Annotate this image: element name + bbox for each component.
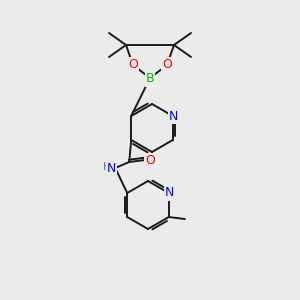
Text: O: O xyxy=(145,154,155,166)
Text: O: O xyxy=(128,58,138,70)
Text: N: N xyxy=(165,187,175,200)
Text: B: B xyxy=(146,73,154,85)
Text: H: H xyxy=(103,162,111,172)
Text: N: N xyxy=(107,161,116,175)
Text: N: N xyxy=(169,110,178,122)
Text: O: O xyxy=(162,58,172,70)
